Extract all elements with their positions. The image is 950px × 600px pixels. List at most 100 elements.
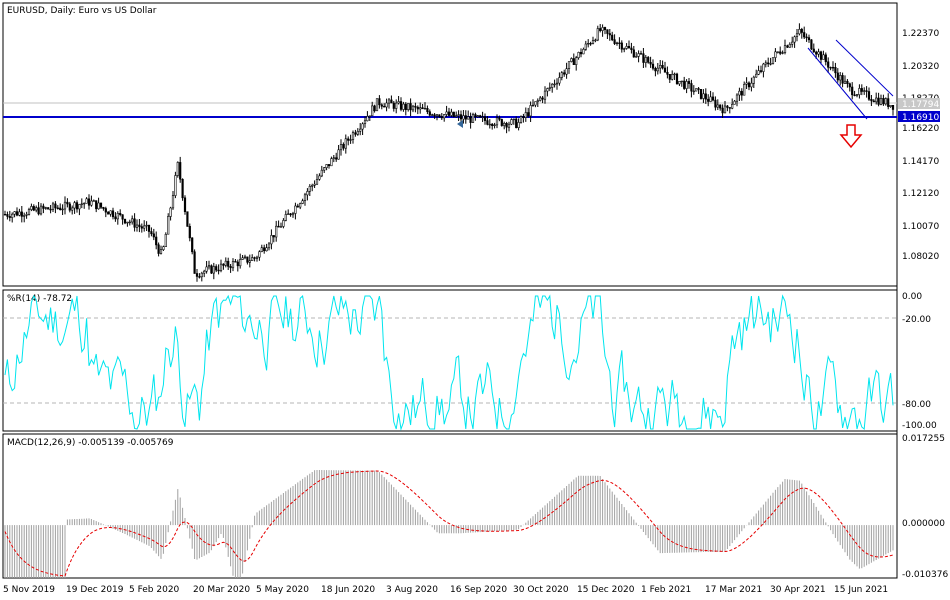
candle-body [745,82,748,85]
candle-body [879,98,883,105]
candle-body [90,200,93,206]
candle-body [121,214,124,220]
candle-body [776,51,779,53]
candle-body [611,34,614,41]
candle-body [603,27,607,30]
candle-body [743,84,746,96]
candle-body [678,81,681,85]
candle-body [320,169,323,177]
candle-body [699,89,703,99]
candle-body [738,90,741,96]
candle-body [299,203,302,208]
candle-body [666,72,669,75]
candle-body [383,106,386,108]
candle-body [236,261,239,267]
candle-body [27,209,31,215]
candle-body [267,243,271,249]
candle-body [505,123,508,128]
candle-body [805,36,808,39]
candle-body [224,260,227,266]
candle-body [366,116,369,122]
candle-body [579,51,583,55]
candle-body [234,261,237,263]
candle-body [443,114,446,119]
candle-body [255,256,259,259]
candle-body [613,39,616,44]
candle-body [39,205,43,215]
candle-body [13,211,16,215]
candle-body [37,207,40,215]
candle-body [779,51,782,54]
candle-body [150,231,153,235]
candle-body [795,33,799,37]
candle-body [308,186,311,192]
channel-upper-line[interactable] [835,39,894,97]
candle-body [241,257,244,260]
candle-body [133,218,136,228]
channel-lower-line[interactable] [807,47,868,120]
candle-body [527,112,530,117]
candle-body [25,214,28,216]
candle-body [440,116,443,119]
candle-body [287,213,290,215]
candle-body [493,124,496,127]
price-tick-label: 1.14170 [902,157,939,167]
candle-body [263,247,266,252]
candle-body [774,51,777,58]
candle-body [306,191,309,196]
candle-body [30,206,33,210]
macd-tick-label: 0.017255 [902,434,945,444]
candle-body [243,256,247,259]
support-price-badge [898,111,940,122]
candle-body [867,91,871,100]
candle-body [757,70,760,75]
candle-body [512,118,515,121]
candle-body [457,114,460,116]
candle-body [543,90,547,100]
arrow-marker-icon [457,120,463,128]
candle-body [54,203,57,209]
candle-body [731,104,734,109]
candle-body [200,272,203,278]
price-tick-label: 1.10070 [902,222,939,232]
wpr-tick-label: -20.00 [902,315,931,325]
candle-body [889,105,892,107]
candle-body [258,251,261,258]
candle-body [222,263,225,266]
x-tick-label: 15 Jun 2021 [834,585,888,595]
candle-body [395,102,398,109]
candle-body [824,54,827,63]
candle-body [620,42,623,50]
wpr-y-axis: 0.00 -20.00 -80.00 -100.00 [902,292,937,431]
candle-body [685,81,688,89]
candle-body [260,247,263,252]
candle-body [143,225,146,229]
candle-body [798,28,801,35]
candle-body [167,216,170,235]
candle-body [848,83,851,88]
wpr-panel-frame [2,289,898,432]
candle-body [279,226,283,228]
candle-body [810,39,813,50]
candle-body [723,105,727,114]
candle-body [191,237,194,253]
candle-body [140,226,143,229]
candle-body [687,81,691,84]
candle-body [735,94,739,102]
candle-body [707,98,710,102]
candle-body [455,115,458,117]
candle-body [371,105,374,117]
candle-body [183,197,187,213]
candle-body [109,210,112,215]
candle-body [253,257,256,259]
candle-body [762,63,765,72]
candle-body [452,111,455,117]
candle-body [529,105,532,117]
candle-body [92,200,95,202]
candle-body [740,90,743,96]
candle-body [697,88,700,90]
candle-body [599,28,602,32]
wpr-line [4,294,894,431]
candle-body [318,175,321,180]
